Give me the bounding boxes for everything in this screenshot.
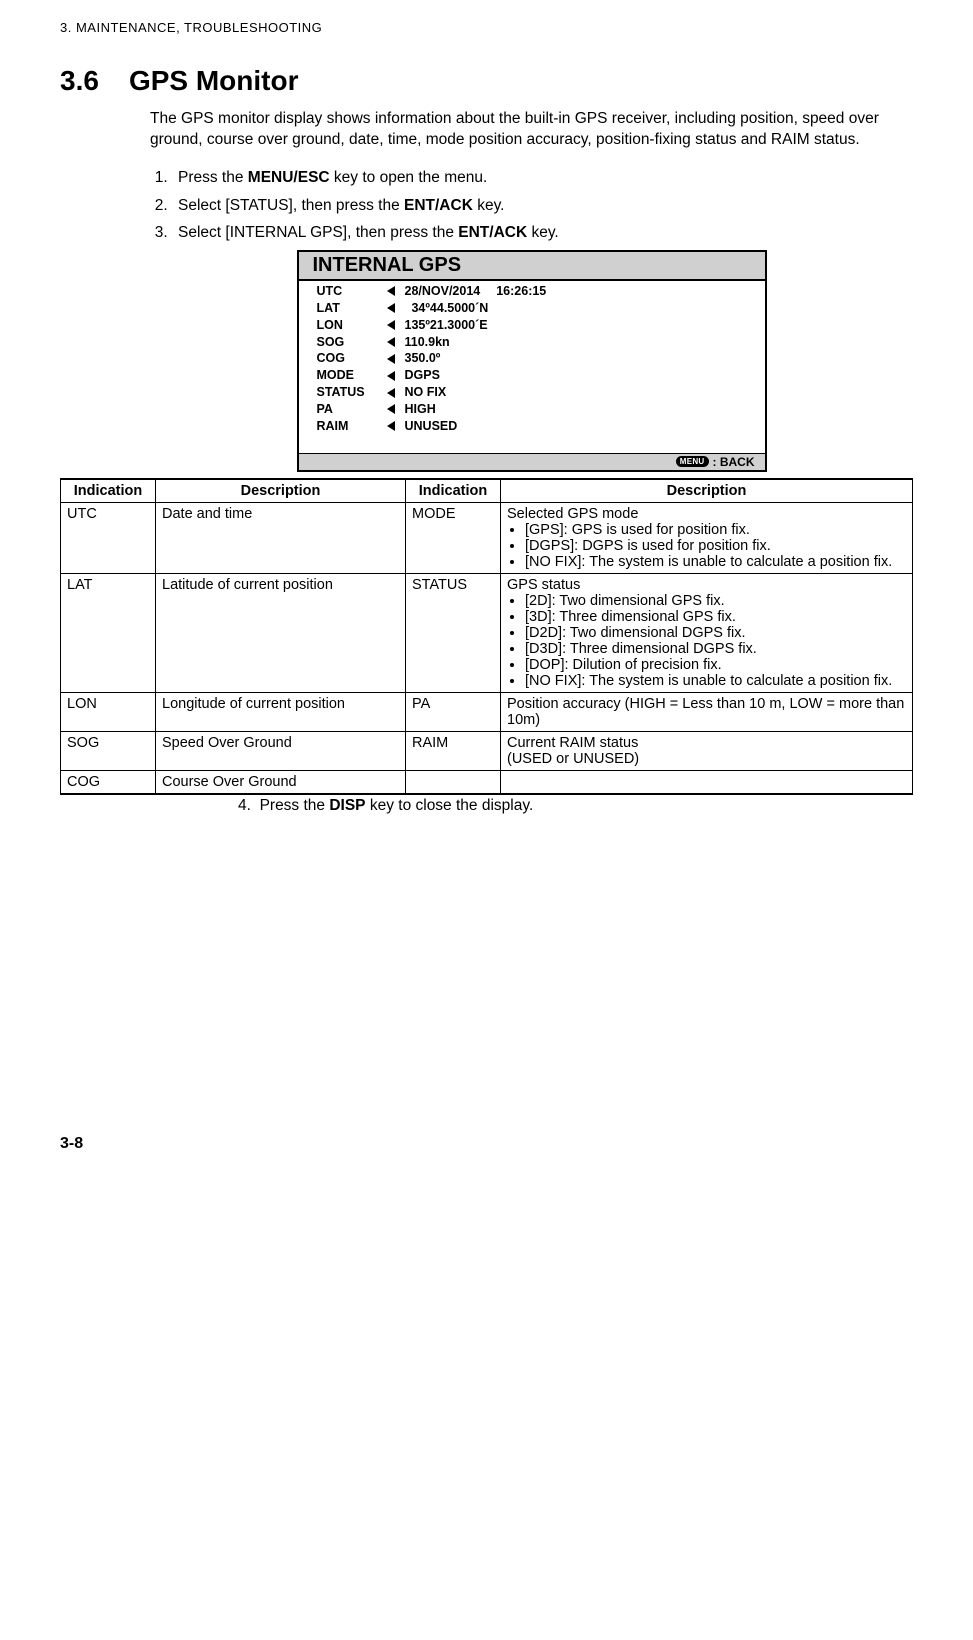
gps-field-label: LON [317,317,385,334]
step-4: 4. Press the DISP key to close the displ… [260,797,913,815]
arrow-left-icon [385,337,399,347]
arrow-left-icon [385,371,399,381]
table-cell: PA [406,692,501,731]
table-cell: UTC [61,502,156,573]
gps-field-value: NO FIX [399,384,447,401]
table-cell: COG [61,770,156,794]
arrow-left-icon [385,421,399,431]
table-cell: MODE [406,502,501,573]
page-number: 3-8 [60,1135,913,1153]
table-cell: Date and time [156,502,406,573]
arrow-left-icon [385,303,399,313]
gps-field-value: 135º21.3000´E [399,317,488,334]
arrow-left-icon [385,286,399,296]
section-title: GPS Monitor [129,65,299,97]
description-table: Indication Description Indication Descri… [60,478,913,795]
gps-row: LON 135º21.3000´E [317,317,747,334]
gps-field-value: HIGH [399,401,436,418]
intro-paragraph: The GPS monitor display shows informatio… [150,109,913,151]
table-header: Indication [406,479,501,503]
table-cell: LAT [61,573,156,692]
internal-gps-panel: INTERNAL GPS UTC 28/NOV/2014 16:26:15LAT … [297,250,767,472]
gps-field-value: 110.9kn [399,334,450,351]
gps-field-label: COG [317,350,385,367]
arrow-left-icon [385,404,399,414]
gps-row: PA HIGH [317,401,747,418]
gps-field-label: MODE [317,367,385,384]
table-cell [501,770,913,794]
gps-field-label: UTC [317,283,385,300]
steps-list: Press the MENU/ESC key to open the menu.… [150,167,913,244]
table-cell: GPS status[2D]: Two dimensional GPS fix.… [501,573,913,692]
table-cell: Current RAIM status (USED or UNUSED) [501,731,913,770]
arrow-left-icon [385,354,399,364]
arrow-left-icon [385,388,399,398]
gps-row: COG 350.0º [317,350,747,367]
table-row: SOGSpeed Over GroundRAIMCurrent RAIM sta… [61,731,913,770]
table-cell: Speed Over Ground [156,731,406,770]
section-number: 3.6 [60,65,99,97]
section-heading: 3.6 GPS Monitor [60,65,913,97]
table-row: LATLatitude of current positionSTATUSGPS… [61,573,913,692]
gps-row: UTC 28/NOV/2014 16:26:15 [317,283,747,300]
table-row: LONLongitude of current positionPAPositi… [61,692,913,731]
gps-field-value: 28/NOV/2014 16:26:15 [399,283,547,300]
step-item: Select [INTERNAL GPS], then press the EN… [172,222,913,244]
table-cell: STATUS [406,573,501,692]
table-cell [406,770,501,794]
table-header: Description [501,479,913,503]
gps-field-label: SOG [317,334,385,351]
gps-row: MODE DGPS [317,367,747,384]
chapter-header: 3. MAINTENANCE, TROUBLESHOOTING [60,20,913,35]
gps-field-label: LAT [317,300,385,317]
table-cell: Longitude of current position [156,692,406,731]
gps-field-value: 34º44.5000´N [399,300,489,317]
table-cell: Position accuracy (HIGH = Less than 10 m… [501,692,913,731]
gps-field-label: STATUS [317,384,385,401]
gps-field-value: DGPS [399,367,440,384]
gps-panel-footer: MENU : BACK [299,453,765,470]
gps-row: LAT 34º44.5000´N [317,300,747,317]
gps-field-value: 350.0º [399,350,441,367]
gps-field-label: RAIM [317,418,385,435]
table-row: COGCourse Over Ground [61,770,913,794]
step-item: Select [STATUS], then press the ENT/ACK … [172,195,913,217]
gps-row: SOG 110.9kn [317,334,747,351]
gps-row: STATUS NO FIX [317,384,747,401]
table-header: Description [156,479,406,503]
table-cell: SOG [61,731,156,770]
menu-icon: MENU [676,456,709,467]
gps-panel-body: UTC28/NOV/2014 16:26:15LAT 34º44.5000´NL… [299,281,765,453]
table-cell: Course Over Ground [156,770,406,794]
gps-panel-title: INTERNAL GPS [299,252,765,281]
table-cell: Selected GPS mode[GPS]: GPS is used for … [501,502,913,573]
table-cell: RAIM [406,731,501,770]
gps-row: RAIM UNUSED [317,418,747,435]
step-item: Press the MENU/ESC key to open the menu. [172,167,913,189]
arrow-left-icon [385,320,399,330]
table-cell: Latitude of current position [156,573,406,692]
table-row: UTCDate and timeMODESelected GPS mode[GP… [61,502,913,573]
table-header: Indication [61,479,156,503]
back-label: : BACK [713,455,755,469]
gps-field-label: PA [317,401,385,418]
gps-field-value: UNUSED [399,418,458,435]
table-cell: LON [61,692,156,731]
